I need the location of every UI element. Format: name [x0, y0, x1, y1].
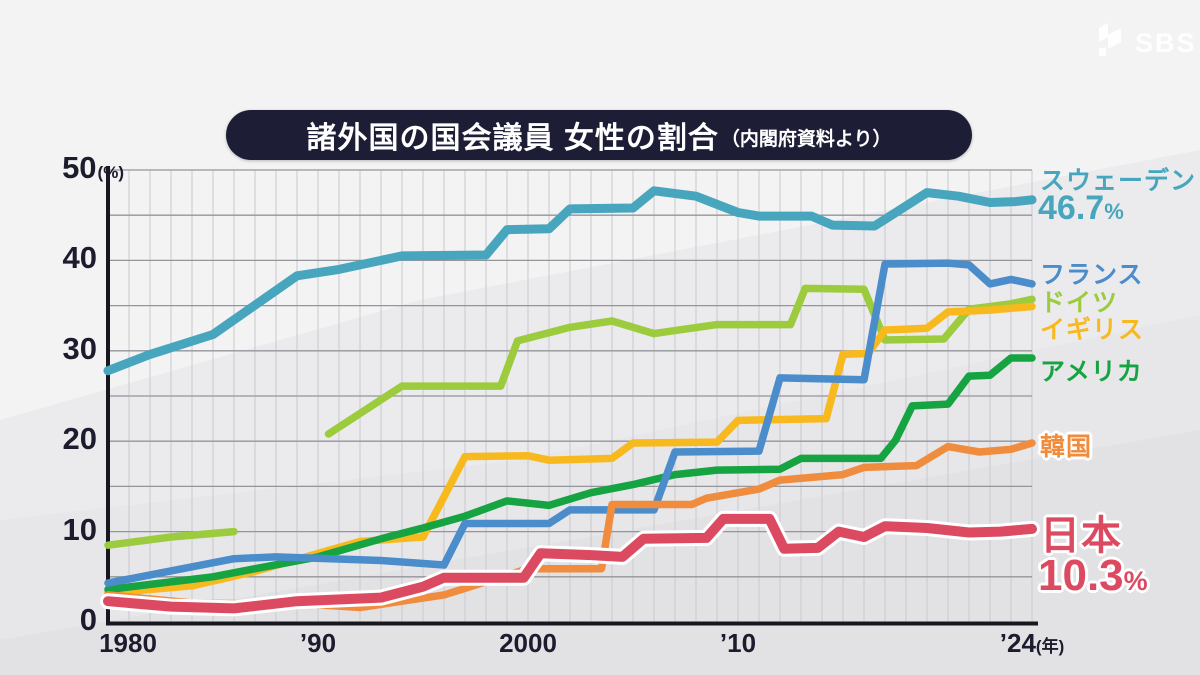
legend-label-france: フランス: [1040, 261, 1144, 289]
chart-title: 諸外国の国会議員 女性の割合: [306, 122, 719, 155]
x-tick-label-1990: ’90: [299, 628, 337, 658]
sbs-flag-icon: [1095, 22, 1125, 65]
sbs-logo-text: SBS: [1135, 28, 1197, 58]
series-line-france: [104, 259, 1036, 587]
legend-label-us: アメリカ: [1040, 358, 1143, 386]
series-line-sweden: [103, 186, 1037, 376]
y-tick-label-40: 40: [62, 240, 97, 276]
legend-label-japan: 日本: [1040, 514, 1122, 558]
legend-label-uk: イギリス: [1040, 316, 1145, 344]
x-tick-label-2010: ’10: [719, 628, 757, 658]
y-tick-label-0: 0: [79, 601, 97, 637]
x-tick-label-2000: 2000: [499, 628, 557, 658]
chart-title-bar: 諸外国の国会議員 女性の割合 （内閣府資料より）: [226, 110, 972, 160]
legend-value-japan: 10.3%: [1038, 551, 1148, 600]
chart-source-note: （内閣府資料より）: [720, 128, 892, 150]
legend-label-sweden: スウェーデン: [1040, 167, 1197, 195]
series-line-uk: [104, 302, 1036, 597]
y-tick-label-20: 20: [62, 421, 97, 457]
x-tick-label-2024: ’24 (年): [999, 628, 1065, 658]
series-line-casing-japan: [100, 510, 1040, 617]
series-line-japan: [103, 513, 1037, 614]
series-line-us: [104, 354, 1036, 594]
x-tick-label-1980: 1980: [99, 628, 157, 658]
series-line-germany: [104, 527, 238, 549]
legend-value-sweden: 46.7%: [1038, 189, 1124, 227]
y-tick-label-30: 30: [62, 330, 97, 366]
series-line-korea: [104, 439, 1036, 612]
y-tick-label-10: 10: [62, 511, 97, 547]
legend-label-germany: ドイツ: [1040, 289, 1119, 317]
y-tick-label-50: 50 (%): [62, 149, 124, 185]
sbs-logo: SBS: [1095, 22, 1197, 65]
legend-label-korea: 韓国: [1040, 433, 1093, 461]
series-line-germany: [324, 284, 1036, 438]
